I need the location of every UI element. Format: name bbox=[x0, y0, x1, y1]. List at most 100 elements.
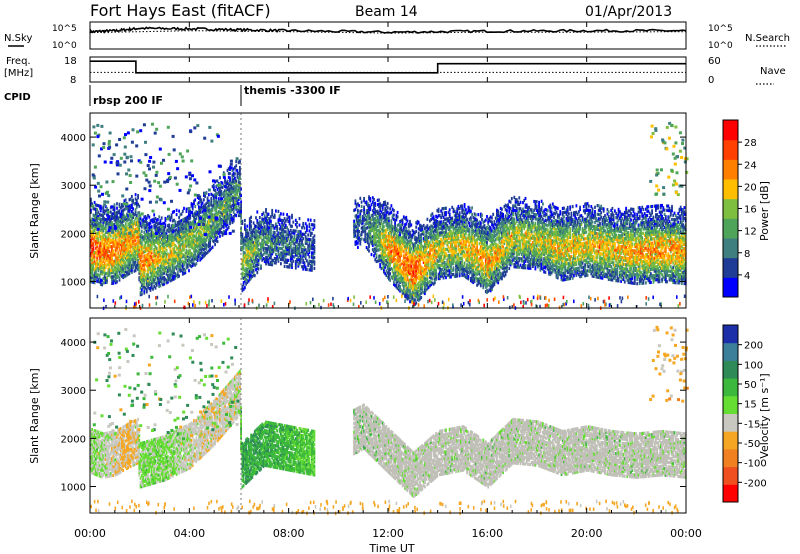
power-cell bbox=[117, 251, 120, 255]
power-cell bbox=[168, 262, 170, 266]
power-cell bbox=[250, 235, 252, 239]
power-cell bbox=[286, 243, 288, 247]
power-cell bbox=[153, 226, 156, 230]
power-cell bbox=[162, 263, 164, 267]
power-cell bbox=[386, 227, 389, 232]
power-cell bbox=[201, 214, 204, 218]
power-cell bbox=[211, 226, 214, 230]
power-cell bbox=[415, 268, 418, 273]
power-cell bbox=[219, 230, 221, 234]
power-cell bbox=[157, 237, 159, 241]
power-cell bbox=[267, 236, 270, 240]
power-cell bbox=[116, 271, 118, 275]
power-cell bbox=[178, 255, 180, 259]
power-cell bbox=[267, 230, 270, 234]
nave-tick-high: 60 bbox=[708, 56, 721, 67]
power-cell bbox=[246, 231, 249, 235]
power-cell bbox=[157, 263, 159, 267]
power-cell bbox=[429, 251, 431, 255]
power-cell bbox=[419, 249, 421, 253]
power-cell bbox=[103, 261, 106, 265]
power-cell bbox=[199, 258, 202, 262]
power-cell bbox=[381, 257, 384, 261]
power-cell bbox=[123, 227, 126, 231]
power-cell bbox=[232, 199, 235, 204]
power-cell bbox=[306, 259, 308, 263]
power-cell bbox=[401, 281, 404, 285]
power-cell bbox=[191, 259, 194, 263]
power-cell bbox=[200, 205, 203, 209]
power-cell bbox=[407, 240, 410, 244]
power-cell bbox=[114, 270, 117, 274]
power-cell bbox=[411, 244, 414, 248]
power-cell bbox=[199, 225, 202, 229]
power-cell bbox=[422, 278, 425, 282]
power-cell bbox=[193, 199, 195, 203]
power-cell bbox=[278, 255, 281, 259]
power-cell bbox=[171, 219, 174, 223]
power-cell bbox=[436, 261, 439, 265]
power-cell bbox=[277, 240, 280, 244]
power-cell bbox=[420, 254, 423, 258]
power-cell bbox=[270, 228, 272, 232]
power-cell bbox=[409, 248, 411, 252]
power-cell bbox=[427, 285, 430, 289]
power-cell bbox=[276, 248, 278, 252]
power-cell bbox=[229, 202, 231, 206]
power-cell bbox=[96, 221, 98, 225]
power-cell bbox=[185, 255, 188, 259]
power-cell bbox=[152, 287, 154, 291]
power-cell bbox=[416, 282, 419, 286]
power-cell bbox=[116, 247, 118, 251]
power-cell bbox=[208, 242, 210, 247]
power-cell bbox=[361, 228, 364, 232]
power-cell bbox=[241, 289, 244, 293]
power-cell bbox=[184, 221, 187, 225]
power-cell bbox=[134, 255, 137, 260]
power-cell bbox=[433, 274, 436, 278]
power-cell bbox=[229, 180, 231, 184]
power-cell bbox=[165, 253, 168, 257]
power-cell bbox=[150, 264, 153, 268]
power-cell bbox=[391, 238, 394, 242]
power-cell bbox=[128, 269, 131, 273]
power-cell bbox=[383, 220, 385, 224]
power-cell bbox=[99, 246, 102, 250]
power-cell bbox=[380, 238, 383, 242]
power-cell bbox=[433, 246, 436, 250]
power-cell bbox=[231, 218, 234, 222]
power-cell bbox=[162, 259, 164, 263]
power-cell bbox=[244, 225, 246, 229]
power-cell bbox=[169, 274, 172, 278]
power-cell bbox=[134, 236, 137, 240]
power-cell bbox=[152, 270, 154, 274]
power-cell bbox=[288, 250, 291, 254]
power-cell bbox=[179, 234, 182, 238]
power-cell bbox=[276, 224, 278, 228]
power-cell bbox=[390, 230, 393, 234]
power-cell bbox=[414, 244, 416, 248]
power-cell bbox=[145, 279, 148, 283]
power-cell bbox=[135, 201, 138, 205]
power-cell bbox=[256, 238, 259, 242]
power-cell bbox=[404, 247, 406, 251]
power-cell bbox=[106, 206, 108, 211]
power-cell bbox=[419, 238, 421, 242]
power-cell bbox=[384, 228, 387, 232]
power-cell bbox=[266, 236, 269, 240]
power-cell bbox=[247, 275, 250, 279]
power-cell bbox=[198, 207, 200, 211]
power-cell bbox=[208, 210, 210, 214]
power-cell bbox=[221, 192, 224, 196]
power-cell bbox=[354, 240, 357, 244]
power-cell bbox=[422, 254, 425, 258]
power-cell bbox=[114, 276, 117, 280]
power-cell bbox=[171, 256, 174, 260]
power-cell bbox=[204, 205, 206, 209]
power-cell bbox=[420, 233, 423, 237]
power-cell bbox=[99, 259, 102, 263]
power-cell bbox=[138, 269, 141, 273]
power-cell bbox=[313, 225, 316, 229]
power-cell bbox=[145, 238, 148, 242]
power-cell bbox=[129, 230, 132, 234]
